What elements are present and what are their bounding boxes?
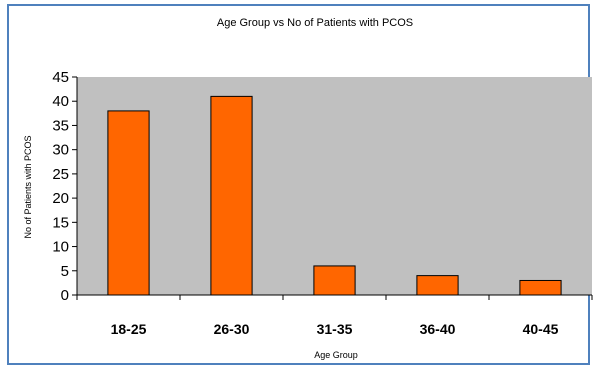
y-tick-label: 20 <box>52 190 69 207</box>
bar-31-35 <box>313 265 356 296</box>
y-axis-label: No of Patients with PCOS <box>23 135 33 238</box>
y-tick-label: 5 <box>61 263 69 280</box>
y-tick-label: 40 <box>52 93 69 110</box>
x-tick-label: 36-40 <box>420 321 456 337</box>
chart-title: Age Group vs No of Patients with PCOS <box>217 17 413 29</box>
bar-36-40 <box>416 275 459 296</box>
x-tick-label: 31-35 <box>317 321 353 337</box>
y-tick-label: 15 <box>52 214 69 231</box>
x-tick-label: 40-45 <box>523 321 559 337</box>
y-tick-label: 0 <box>61 287 69 304</box>
y-tick-label: 45 <box>52 69 69 86</box>
y-tick-label: 30 <box>52 142 69 159</box>
bar-26-30 <box>210 95 253 296</box>
bar-40-45 <box>519 279 562 296</box>
x-axis-label: Age Group <box>314 350 358 360</box>
x-tick-label: 26-30 <box>214 321 250 337</box>
x-tick-label: 18-25 <box>111 321 147 337</box>
y-tick-label: 10 <box>52 239 69 256</box>
bar-18-25 <box>107 110 150 296</box>
y-tick-label: 35 <box>52 117 69 134</box>
y-tick-label: 25 <box>52 166 69 183</box>
plot-area <box>77 77 592 295</box>
